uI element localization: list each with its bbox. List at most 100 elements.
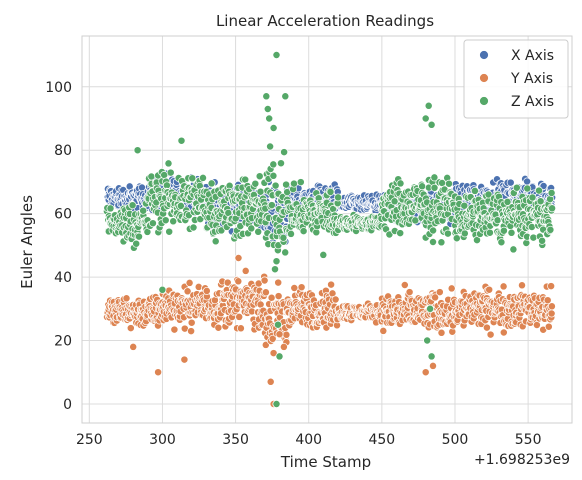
y-tick-label: 80 bbox=[54, 143, 72, 159]
data-point bbox=[460, 229, 469, 238]
legend-label-y-axis: Y Axis bbox=[510, 71, 553, 87]
y-tick-label: 100 bbox=[45, 80, 72, 96]
data-point bbox=[297, 283, 306, 292]
x-tick-label: 450 bbox=[368, 432, 395, 448]
data-point bbox=[154, 368, 163, 377]
data-point bbox=[274, 320, 282, 329]
y-tick-label: 40 bbox=[54, 270, 72, 286]
data-point bbox=[269, 349, 278, 358]
data-point bbox=[129, 342, 138, 351]
data-point bbox=[507, 228, 516, 237]
y-tick-label: 20 bbox=[54, 334, 72, 350]
data-point bbox=[437, 238, 446, 247]
legend-marker-y-axis bbox=[479, 73, 489, 83]
data-point bbox=[509, 245, 518, 254]
data-point bbox=[266, 142, 275, 151]
data-point bbox=[290, 179, 298, 188]
data-point bbox=[421, 114, 430, 123]
data-point bbox=[241, 266, 250, 275]
x-tick-label: 500 bbox=[442, 432, 469, 448]
y-axis-label: Euler Angles bbox=[18, 195, 36, 289]
data-point bbox=[281, 248, 290, 257]
data-point bbox=[183, 287, 192, 296]
data-point bbox=[269, 124, 278, 132]
data-point bbox=[261, 288, 270, 297]
y-tick-label: 60 bbox=[54, 207, 72, 223]
legend-label-z-axis: Z Axis bbox=[511, 94, 554, 110]
chart-title: Linear Acceleration Readings bbox=[216, 12, 434, 30]
data-point bbox=[543, 296, 552, 305]
data-point bbox=[282, 180, 291, 189]
data-point bbox=[528, 193, 537, 202]
data-point bbox=[493, 216, 502, 225]
data-point bbox=[272, 51, 281, 59]
data-point bbox=[272, 257, 281, 266]
data-point bbox=[518, 281, 526, 290]
data-point bbox=[400, 281, 409, 289]
data-point bbox=[396, 179, 405, 188]
data-point bbox=[267, 293, 276, 302]
data-point bbox=[538, 236, 547, 245]
data-point bbox=[255, 172, 264, 181]
data-point bbox=[485, 228, 494, 237]
data-point bbox=[275, 330, 284, 339]
data-point bbox=[254, 227, 263, 236]
data-point bbox=[271, 181, 280, 190]
data-point bbox=[547, 282, 556, 291]
legend-marker-z-axis bbox=[479, 96, 489, 106]
data-point bbox=[158, 285, 167, 294]
data-point bbox=[189, 223, 198, 232]
data-point bbox=[532, 321, 541, 329]
data-point bbox=[135, 232, 143, 241]
data-point bbox=[207, 179, 216, 188]
x-tick-label: 300 bbox=[149, 432, 176, 448]
data-point bbox=[187, 318, 196, 327]
data-point bbox=[106, 204, 115, 213]
data-point bbox=[132, 239, 141, 248]
data-point bbox=[452, 234, 461, 243]
x-axis-offset-label: +1.698253e9 bbox=[474, 452, 570, 468]
data-point bbox=[235, 312, 244, 321]
data-point bbox=[485, 285, 494, 294]
data-point bbox=[281, 92, 290, 101]
data-point bbox=[185, 278, 194, 287]
data-point bbox=[202, 286, 211, 295]
data-point bbox=[421, 368, 430, 377]
data-point bbox=[435, 288, 444, 297]
x-tick-label: 400 bbox=[295, 432, 322, 448]
data-point bbox=[429, 361, 437, 370]
data-point bbox=[279, 233, 288, 242]
data-point bbox=[266, 377, 275, 386]
data-point bbox=[426, 304, 435, 313]
data-point bbox=[223, 278, 232, 287]
data-point bbox=[379, 326, 388, 335]
data-point bbox=[279, 342, 288, 351]
data-point bbox=[326, 187, 335, 196]
data-point bbox=[251, 179, 260, 188]
data-point bbox=[497, 238, 506, 247]
data-point bbox=[544, 322, 553, 331]
data-point bbox=[262, 92, 271, 101]
data-points bbox=[102, 51, 557, 408]
data-point bbox=[165, 227, 174, 236]
y-tick-label: 0 bbox=[63, 397, 72, 413]
data-point bbox=[148, 219, 157, 228]
data-point bbox=[299, 227, 308, 236]
data-point bbox=[423, 336, 432, 345]
data-point bbox=[161, 216, 170, 225]
data-point bbox=[265, 114, 274, 123]
data-point bbox=[275, 352, 284, 361]
data-point bbox=[269, 160, 278, 169]
data-point bbox=[122, 294, 131, 303]
data-point bbox=[523, 184, 532, 193]
data-point bbox=[405, 288, 414, 297]
x-tick-label: 250 bbox=[76, 432, 103, 448]
x-tick-label: 350 bbox=[222, 432, 249, 448]
data-point bbox=[236, 324, 245, 333]
data-point bbox=[211, 237, 220, 246]
data-point bbox=[268, 334, 277, 343]
data-point bbox=[437, 328, 446, 337]
data-point bbox=[512, 183, 521, 192]
data-point bbox=[267, 201, 276, 210]
series-y-axis bbox=[103, 254, 556, 408]
